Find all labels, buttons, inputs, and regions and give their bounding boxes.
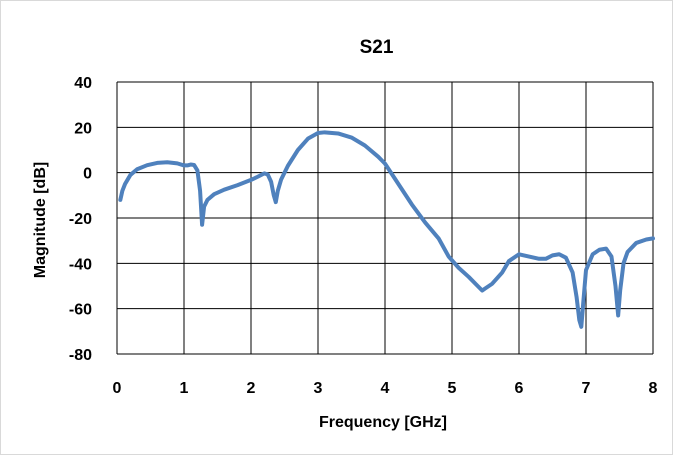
tick-labels: 0 1 2 3 4 5 6 7 8 40 20 0 -20 -40 -60 -80 — [69, 75, 658, 397]
x-tick-label-8: 8 — [649, 380, 658, 397]
series-layer — [118, 130, 655, 329]
chart-title: S21 — [360, 37, 394, 58]
x-tick-label-0: 0 — [113, 380, 122, 397]
y-tick-label-2: 0 — [83, 166, 92, 183]
y-tick-label-3: -20 — [69, 211, 92, 228]
y-tick-label-1: 20 — [74, 120, 92, 137]
x-tick-label-4: 4 — [381, 380, 390, 397]
y-axis-label: Magnitude [dB] — [32, 162, 49, 278]
x-tick-label-2: 2 — [247, 380, 256, 397]
x-axis-label: Frequency [GHz] — [319, 414, 447, 431]
x-tick-label-1: 1 — [180, 380, 189, 397]
series-line-0 — [118, 130, 655, 329]
x-tick-label-6: 6 — [515, 380, 524, 397]
x-tick-label-3: 3 — [314, 380, 323, 397]
y-tick-label-6: -80 — [69, 347, 92, 364]
x-tick-label-5: 5 — [448, 380, 457, 397]
grid-lines — [116, 81, 654, 355]
x-tick-label-7: 7 — [582, 380, 591, 397]
y-tick-label-0: 40 — [74, 75, 92, 92]
y-tick-label-4: -40 — [69, 256, 92, 273]
y-tick-label-5: -60 — [69, 302, 92, 319]
